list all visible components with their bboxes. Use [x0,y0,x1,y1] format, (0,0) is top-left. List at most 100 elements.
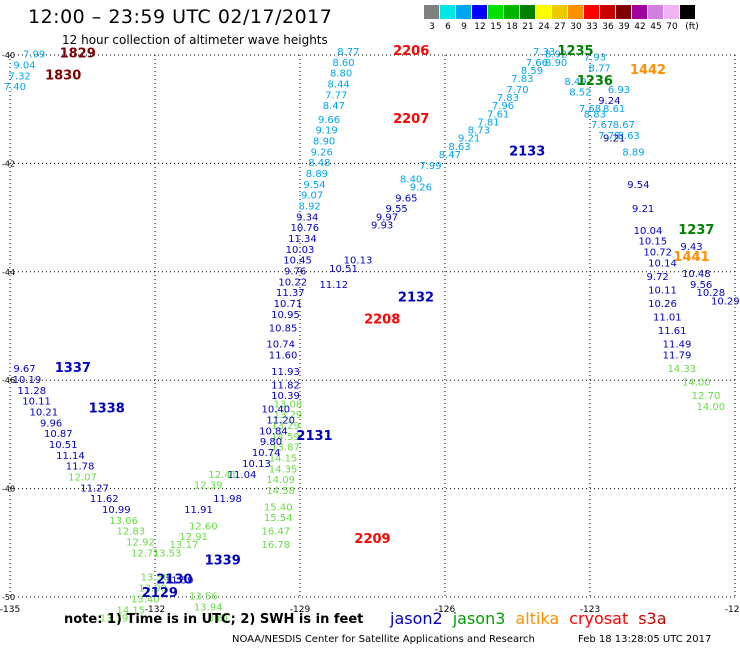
map-subtitle: 12 hour collection of altimeter wave hei… [62,33,328,47]
legend-tick-label: 24 [538,22,550,32]
latitude-tick-label: -40 [2,51,15,60]
wave-height-value: 10.85 [269,323,298,334]
wave-height-value: 9.66 [318,115,340,126]
wave-height-value: 8.63 [618,131,640,142]
longitude-tick-label: -123 [580,605,600,615]
legend-swatch [488,5,504,19]
pass-time-label: 2208 [364,312,400,327]
wave-height-value: 10.28 [697,288,726,299]
wave-height-value: 13.40 [131,594,160,605]
pass-time-label: 1235 [557,44,593,59]
wave-height-value: 13.94 [194,603,223,614]
pass-time-label: 2133 [509,144,545,159]
wave-height-value: 16.78 [262,540,291,551]
wave-height-value: 7.68 [579,104,601,115]
wave-height-value: 11.79 [663,351,692,362]
wave-height-value: 14.59 [271,432,300,443]
wave-height-value: 11.01 [653,313,682,324]
wave-height-value: 11.04 [228,470,257,481]
wave-height-value: 7.83 [511,74,533,85]
pass-time-label: 2130 [156,572,192,587]
pass-time-label: 2132 [398,291,434,306]
wave-height-value: 11.91 [184,505,213,516]
wave-height-value: 11.28 [17,386,46,397]
wave-height-value: 8.92 [545,50,567,61]
wave-height-value: 8.89 [306,169,328,180]
legend-swatch [552,5,568,19]
wave-height-value: 9.54 [627,180,649,191]
wave-height-value: 10.14 [648,258,677,269]
wave-height-value: 11.34 [288,234,317,245]
footnote: note: 1) Time is in UTC; 2) SWH is in fe… [64,612,364,627]
pass-time-label: 2129 [142,586,178,601]
wave-height-value: 11.62 [90,494,119,505]
wave-height-value: 8.49 [564,77,586,88]
legend-tick-label: 70 [666,22,678,32]
wave-height-value: 7.96 [492,101,514,112]
wave-height-value: 9.93 [371,220,393,231]
satellite-legend: jason2 jason3 altika cryosat s3a [390,609,677,628]
satellite-legend-item: altika [515,609,560,628]
pass-time-label: 2207 [393,112,429,127]
legend-tick-label: 3 [429,22,435,32]
generated-timestamp: Feb 18 13:28:05 UTC 2017 [578,634,712,645]
legend-swatch [456,5,472,19]
latitude-tick-label: -46 [2,376,15,385]
longitude-tick-label: -120 [725,605,740,615]
legend-tick-label: 36 [602,22,614,32]
wave-height-value: 10.19 [13,375,42,386]
pass-time-label: 2131 [296,429,332,444]
wave-height-value: 10.22 [278,277,307,288]
wave-height-value: 10.76 [291,223,320,234]
wave-height-value: 13.61 [201,613,230,624]
wave-height-value: 10.11 [22,397,51,408]
wave-height-value: 8.40 [400,174,422,185]
wave-height-value: 14.09 [266,475,295,486]
wave-height-value: 10.95 [271,310,300,321]
wave-height-value: 11.60 [269,351,298,362]
wave-height-value: 9.65 [395,193,417,204]
legend-swatch [520,5,536,19]
satellite-legend-item: jason3 [452,609,506,628]
wave-height-value: 8.89 [622,147,644,158]
wave-height-value: 8.73 [468,126,490,137]
wave-height-value: 8.52 [569,88,591,99]
wave-height-value: 9.04 [13,61,35,72]
wave-height-value: 13.56 [189,592,218,603]
wave-height-value: 10.13 [242,459,271,470]
legend-tick-label: 9 [461,22,467,32]
wave-height-value: 8.60 [332,58,354,69]
pass-time-label: 2209 [354,532,390,547]
wave-height-value: 10.51 [329,264,358,275]
legend-tick-label: 39 [618,22,630,32]
wave-height-value: 8.61 [603,104,625,115]
wave-height-value: 9.26 [410,183,432,194]
wave-height-value: 13.90 [138,584,167,595]
wave-height-value: 11.37 [276,288,305,299]
wave-height-value: 8.90 [545,58,567,69]
wave-height-value: 10.13 [344,256,373,267]
wave-height-value: 11.14 [56,451,85,462]
wave-height-value: 7.33 [533,47,555,58]
wave-height-value: 12.91 [179,532,208,543]
wave-height-value: 9.21 [632,204,654,215]
wave-height-value: 11.27 [80,483,109,494]
legend-tick-label: 27 [554,22,566,32]
legend-swatch [440,5,456,19]
wave-height-value: 12.39 [194,481,223,492]
wave-height-value: 9.97 [376,212,398,223]
wave-height-value: 9.72 [647,272,669,283]
wave-height-value: 13.87 [271,443,300,454]
legend-tick-label: 21 [522,22,534,32]
wave-height-value: 10.40 [262,405,291,416]
wave-height-value: 11.49 [663,340,692,351]
wave-height-value: 10.04 [634,226,663,237]
wave-height-value: 8.90 [313,136,335,147]
wave-height-value: 9.54 [303,180,325,191]
satellite-legend-item: s3a [638,609,667,628]
legend-tick-label: 45 [650,22,662,32]
wave-height-value: 12.41 [208,470,237,481]
pass-time-label: 1338 [89,402,125,417]
wave-height-value: 14.33 [668,364,697,375]
wave-height-value: 7.61 [487,109,509,120]
